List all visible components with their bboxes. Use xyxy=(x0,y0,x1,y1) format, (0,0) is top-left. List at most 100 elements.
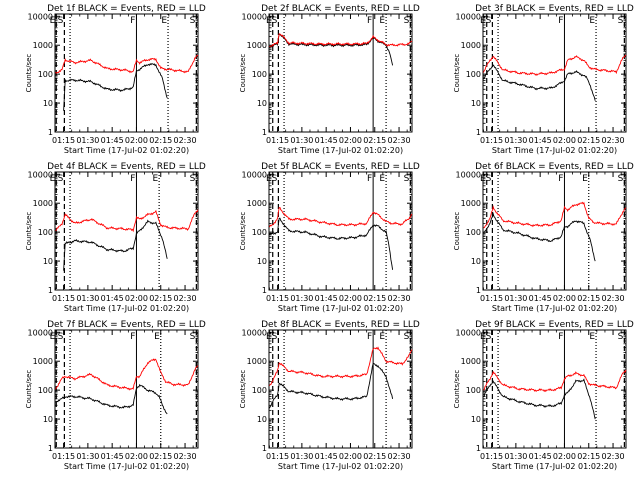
lld-series-line xyxy=(55,209,199,233)
event-marker-label: F xyxy=(367,332,372,342)
y-axis-label: Counts/sec xyxy=(453,54,461,93)
y-tick-label: 10000 xyxy=(242,12,267,21)
y-tick-label: 10000 xyxy=(456,12,481,21)
y-tick-label: 100 xyxy=(38,386,53,395)
event-marker-label: F xyxy=(367,16,372,26)
event-marker-label: F xyxy=(367,174,372,184)
x-tick-label: 02:30 xyxy=(174,136,197,145)
event-marker-label: S xyxy=(618,174,624,184)
lld-series-line xyxy=(269,33,413,48)
y-axis-label: Counts/sec xyxy=(25,54,33,93)
event-marker-label: S xyxy=(404,332,410,342)
y-tick-label: 10000 xyxy=(456,328,481,337)
x-tick-label: 02:15 xyxy=(577,452,600,461)
y-tick-label: 1000 xyxy=(461,357,481,366)
lld-series-line xyxy=(55,54,199,74)
lld-series-line xyxy=(55,358,199,391)
x-tick-label: 01:30 xyxy=(504,294,527,303)
chart-title: Det 6f BLACK = Events, RED = LLD xyxy=(475,162,634,172)
x-tick-label: 01:30 xyxy=(504,136,527,145)
y-axis-label: Counts/sec xyxy=(239,370,247,409)
events-series-line xyxy=(269,362,394,409)
y-axis-label: Counts/sec xyxy=(239,54,247,93)
x-tick-label: 02:30 xyxy=(388,136,411,145)
x-tick-label: 01:15 xyxy=(480,294,503,303)
plot-frame xyxy=(482,171,627,291)
x-axis-label: Start Time (17-Jul-02 01:02:20) xyxy=(64,462,189,471)
y-tick-label: 10 xyxy=(43,257,53,266)
x-tick-label: 02:15 xyxy=(577,294,600,303)
x-axis-label: Start Time (17-Jul-02 01:02:20) xyxy=(492,462,617,471)
event-marker-label: F xyxy=(130,16,135,26)
y-tick-label: 10 xyxy=(43,99,53,108)
x-tick-label: 02:30 xyxy=(602,136,625,145)
x-tick-label: 01:15 xyxy=(52,452,75,461)
y-tick-label: 1 xyxy=(48,128,53,137)
y-tick-label: 10000 xyxy=(456,170,481,179)
y-tick-label: 1 xyxy=(476,128,481,137)
events-series-line xyxy=(269,217,394,270)
event-marker-label: S xyxy=(404,16,410,26)
x-tick-label: 01:30 xyxy=(290,452,313,461)
lld-series-line xyxy=(269,346,413,386)
x-tick-label: 02:30 xyxy=(388,452,411,461)
events-series-line xyxy=(483,64,596,101)
event-marker-label: E xyxy=(50,332,56,342)
y-axis-label: Counts/sec xyxy=(453,212,461,251)
event-marker-label: E xyxy=(589,332,595,342)
y-tick-label: 1 xyxy=(48,444,53,453)
event-marker-label: F xyxy=(130,174,135,184)
plot-frame xyxy=(268,171,413,291)
event-marker-label: S xyxy=(486,16,492,26)
x-tick-label: 01:15 xyxy=(480,136,503,145)
y-tick-label: 100 xyxy=(466,228,481,237)
chart-title: Det 9f BLACK = Events, RED = LLD xyxy=(475,320,634,330)
y-tick-label: 10000 xyxy=(28,12,53,21)
plot-frame xyxy=(482,329,627,449)
event-marker-label: E xyxy=(480,332,486,342)
y-tick-label: 10 xyxy=(257,99,267,108)
y-tick-label: 10000 xyxy=(242,170,267,179)
event-marker-label: E xyxy=(480,16,486,26)
y-tick-label: 1000 xyxy=(33,41,53,50)
events-series-line xyxy=(63,219,168,271)
event-marker-label: F xyxy=(130,332,135,342)
y-tick-label: 10 xyxy=(471,99,481,108)
event-marker-label: S xyxy=(272,16,278,26)
event-marker-label: E xyxy=(152,174,158,184)
lld-series-line xyxy=(483,201,627,229)
x-tick-label: 01:45 xyxy=(315,136,338,145)
chart-title: Det 3f BLACK = Events, RED = LLD xyxy=(475,4,634,14)
x-tick-label: 02:30 xyxy=(174,294,197,303)
chart-title: Det 5f BLACK = Events, RED = LLD xyxy=(261,162,420,172)
y-tick-label: 1 xyxy=(476,286,481,295)
x-axis-label: Start Time (17-Jul-02 01:02:20) xyxy=(278,462,403,471)
chart-title: Det 8f BLACK = Events, RED = LLD xyxy=(261,320,420,330)
x-tick-label: 02:15 xyxy=(363,452,386,461)
lld-series-line xyxy=(483,369,627,393)
y-tick-label: 100 xyxy=(38,70,53,79)
chart-panel: Det 3f BLACK = Events, RED = LLD 1 10 100 10… xyxy=(453,4,634,155)
x-tick-label: 02:15 xyxy=(149,294,172,303)
y-tick-label: 1 xyxy=(262,444,267,453)
x-tick-label: 01:45 xyxy=(101,136,124,145)
y-tick-label: 10 xyxy=(257,415,267,424)
y-tick-label: 100 xyxy=(252,386,267,395)
event-marker-label: S xyxy=(190,332,196,342)
x-tick-label: 02:00 xyxy=(339,452,362,461)
x-tick-label: 01:30 xyxy=(504,452,527,461)
event-marker-label: E xyxy=(480,174,486,184)
event-marker-label: E xyxy=(266,174,272,184)
y-tick-label: 1 xyxy=(48,286,53,295)
event-marker-label: E xyxy=(50,16,56,26)
x-tick-label: 01:45 xyxy=(101,294,124,303)
x-tick-label: 01:45 xyxy=(529,294,552,303)
x-tick-label: 01:45 xyxy=(315,294,338,303)
event-marker-label: F xyxy=(558,16,563,26)
chart-panel: Det 1f BLACK = Events, RED = LLD 1 10 100 10… xyxy=(25,4,206,155)
lld-series-line xyxy=(483,54,627,76)
event-marker-label: S xyxy=(190,16,196,26)
event-marker-label: S xyxy=(272,174,278,184)
x-tick-label: 02:00 xyxy=(125,452,148,461)
